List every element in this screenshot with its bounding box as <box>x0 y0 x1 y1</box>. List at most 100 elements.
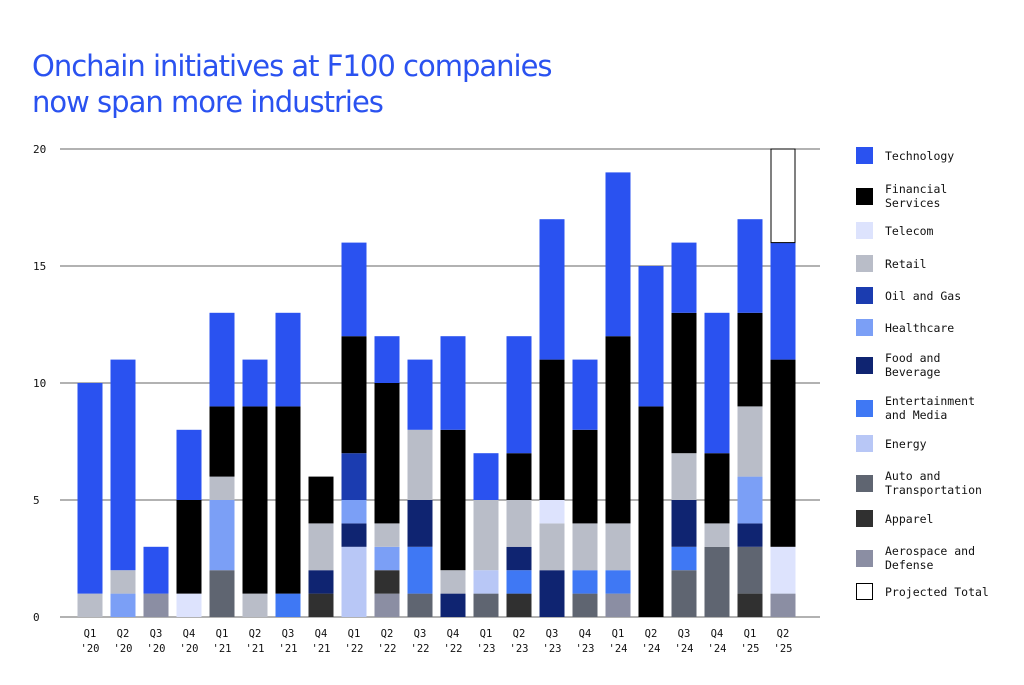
legend-swatch <box>856 287 873 304</box>
bar-stack <box>704 312 730 617</box>
legend-item: Telecom <box>856 222 933 239</box>
bar-stack <box>77 383 103 617</box>
bar-segment <box>605 172 631 337</box>
chart-title-line-1: Onchain initiatives at F100 companies <box>32 49 553 83</box>
x-tick-label: Q1'20 <box>81 628 100 655</box>
bar-segment <box>506 336 532 454</box>
bar-segment <box>704 453 730 524</box>
x-tick-label: Q4'21 <box>312 628 331 655</box>
bar-stack <box>407 359 433 617</box>
bar-segment <box>506 453 532 500</box>
legend-label: Food and Beverage <box>885 351 941 379</box>
legend-swatch <box>856 222 873 239</box>
bar-segment <box>539 570 565 617</box>
x-tick-label: Q1'24 <box>609 628 628 655</box>
bar-segment <box>770 359 796 547</box>
bar-stack <box>506 336 532 617</box>
bar-segment <box>572 359 598 430</box>
bar-segment <box>572 429 598 524</box>
x-tick-label: Q2'23 <box>510 628 529 655</box>
bar-segment <box>176 429 202 500</box>
bar-segment <box>374 336 400 383</box>
bar-stack <box>143 546 169 617</box>
legend-swatch <box>856 435 873 452</box>
bar-segment <box>506 500 532 547</box>
legend-label: Oil and Gas <box>885 288 962 303</box>
bar-segment <box>110 359 136 571</box>
bar-stack <box>539 219 565 617</box>
bar-segment <box>737 546 763 594</box>
bar-segment <box>539 523 565 571</box>
x-axis-tick-labels: Q1'20 Q2'20 Q3'20 Q4'20 Q1'21 Q2'21 Q3'21 Q4'21… <box>81 628 793 655</box>
bar-segment <box>737 476 763 524</box>
bar-segment <box>506 593 532 617</box>
bar-stacks <box>77 148 796 617</box>
bar-segment <box>407 359 433 430</box>
bar-segment <box>275 312 301 407</box>
bar-segment <box>770 593 796 617</box>
bar-segment <box>209 476 235 500</box>
bar-stack <box>473 453 499 617</box>
bar-segment <box>638 266 664 407</box>
y-tick-label: 10 <box>33 377 46 390</box>
legend-label: Healthcare <box>885 320 955 335</box>
x-tick-label: Q1'23 <box>477 628 496 655</box>
bar-segment <box>671 570 697 617</box>
legend-item: Healthcare <box>856 319 954 336</box>
legend-label: Auto and Transportation <box>885 469 982 497</box>
bar-segment <box>638 406 664 617</box>
bar-segment <box>704 312 730 454</box>
chart-title-line-2: now span more industries <box>32 85 384 119</box>
legend-label: Technology <box>885 148 955 163</box>
y-tick-label: 0 <box>33 611 40 624</box>
bar-segment <box>671 312 697 454</box>
bar-segment <box>605 593 631 617</box>
bar-segment <box>341 242 367 337</box>
legend-label: Entertainment and Media <box>885 394 976 422</box>
x-tick-label: Q3'24 <box>675 628 694 655</box>
bar-segment <box>110 593 136 617</box>
bar-segment <box>737 593 763 617</box>
bar-segment <box>737 523 763 547</box>
bar-segment <box>209 570 235 617</box>
x-tick-label: Q1'22 <box>345 628 364 655</box>
x-tick-label: Q4'23 <box>576 628 595 655</box>
bar-stack <box>737 219 763 617</box>
legend-item: Auto and Transportation <box>856 469 982 497</box>
legend-label: Energy <box>885 436 927 451</box>
x-tick-label: Q3'23 <box>543 628 562 655</box>
legend-label: Projected Total <box>885 584 989 599</box>
legend-item: Energy <box>856 435 927 452</box>
legend-item: Oil and Gas <box>856 287 961 304</box>
x-tick-label: Q2'22 <box>378 628 397 655</box>
bar-segment <box>572 593 598 617</box>
legend-label: Telecom <box>885 223 934 238</box>
bar-segment <box>770 242 796 360</box>
bar-segment <box>704 523 730 547</box>
bar-segment <box>242 406 268 594</box>
bar-segment <box>308 523 334 571</box>
legend-swatch <box>856 187 873 205</box>
bar-segment <box>572 523 598 571</box>
legend-label: Apparel <box>885 511 934 526</box>
bar-segment <box>440 336 466 430</box>
x-tick-label: Q1'21 <box>213 628 232 655</box>
bar-segment <box>77 593 103 617</box>
legend-label: Financial Services <box>885 182 948 210</box>
bar-segment <box>440 593 466 617</box>
y-axis-tick-labels: 0 5 10 15 20 <box>33 143 46 624</box>
bar-segment <box>308 593 334 617</box>
bar-segment <box>539 359 565 500</box>
x-tick-label: Q2'25 <box>774 628 793 655</box>
bar-stack <box>308 476 334 617</box>
bar-segment <box>341 453 367 500</box>
bar-stack <box>176 429 202 617</box>
bar-segment <box>473 570 499 594</box>
bar-segment <box>374 546 400 571</box>
bar-stack <box>605 172 631 617</box>
bar-segment <box>737 219 763 313</box>
bar-segment <box>176 500 202 594</box>
bar-segment <box>110 570 136 594</box>
bar-segment <box>506 570 532 594</box>
